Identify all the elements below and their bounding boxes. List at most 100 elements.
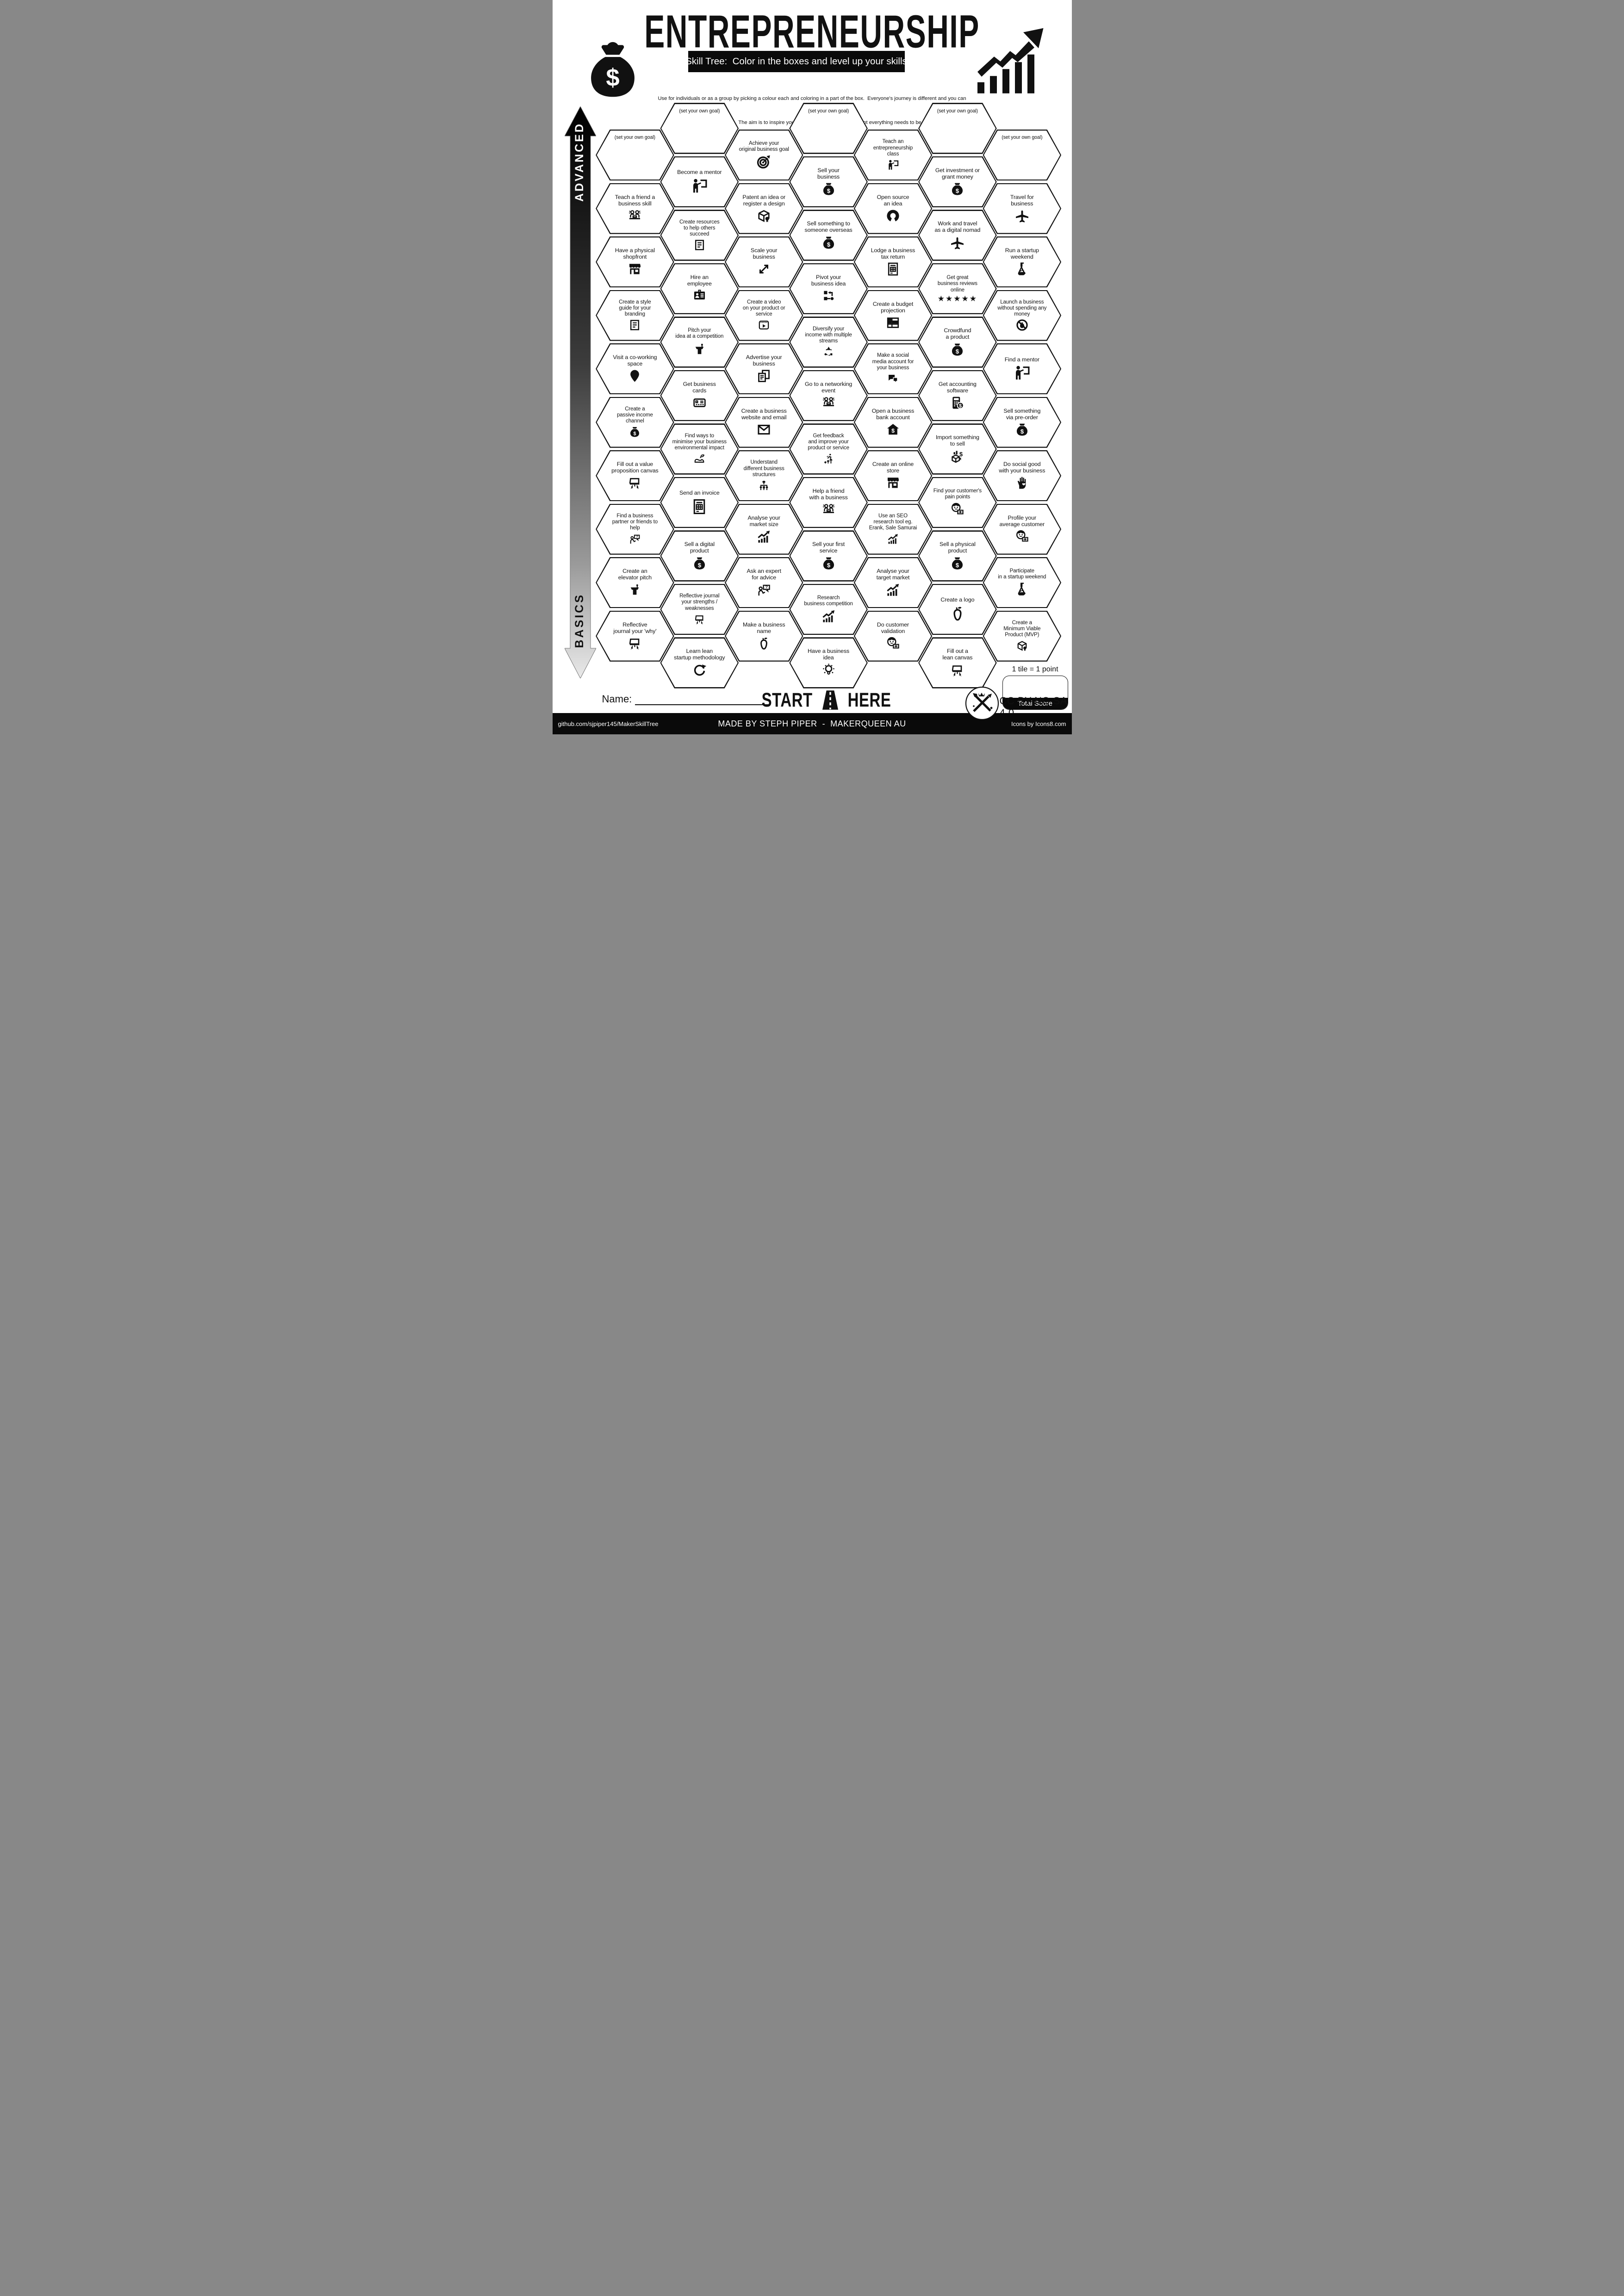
skill-tile[interactable]: Get feedback and improve your product or… [789, 423, 868, 475]
tile-label: Crowdfund a product [944, 327, 971, 341]
skill-tile[interactable]: Visit a co-working space [596, 343, 674, 395]
skill-tile[interactable]: Get investment or grant money $ [918, 156, 997, 208]
skill-tile[interactable]: Create a business website and email [724, 397, 803, 448]
tile-label: Create a video on your product or servic… [742, 299, 785, 317]
skill-tile[interactable]: Sell your business $ [789, 156, 868, 208]
skill-tile[interactable]: Profile your average customer [983, 503, 1062, 555]
skill-tile[interactable]: Fill out a lean canvas [918, 637, 997, 689]
hand-heart-icon [1017, 477, 1026, 489]
skill-tile[interactable]: Lodge a business tax return [853, 236, 933, 288]
total-score-box[interactable]: Total Score [1002, 676, 1068, 710]
skill-tile[interactable]: Become a mentor [660, 156, 739, 208]
skill-tile[interactable]: Create a passive income channel $ [596, 397, 674, 448]
skill-tile[interactable]: Create a Minimum Viable Product (MVP) [983, 610, 1062, 662]
skill-tile[interactable]: Open source an idea [853, 183, 933, 234]
poster: ENTREPRENEURSHIP $ Skill Tree: Color in … [552, 0, 1072, 734]
skill-tile[interactable]: Crowdfund a product $ [918, 316, 997, 368]
skill-tile[interactable]: Find ways to minimise your business envi… [660, 423, 739, 475]
skill-tile[interactable]: Do social good with your business [983, 450, 1062, 502]
skill-tile[interactable]: Achieve your original business goal [724, 130, 803, 181]
skill-tile[interactable]: Help a friend with a business [789, 477, 868, 528]
skill-tile[interactable]: Run a startup weekend [983, 236, 1062, 288]
scale-arrows-icon [759, 265, 769, 274]
tile-label: Make a business name [742, 621, 785, 634]
maker-logo-icon [965, 686, 999, 720]
skill-tile[interactable]: Teach an entrepreneurship class [853, 130, 933, 181]
skill-tile[interactable]: Get great business reviews online ★★★★★ [918, 263, 997, 315]
skill-tile[interactable]: Find your customer's pain points [918, 477, 997, 528]
skill-tile[interactable]: Make a business name [724, 610, 803, 662]
skill-tile[interactable]: Launch a business without spending any m… [983, 290, 1062, 341]
skill-tile[interactable]: Get business cards [660, 370, 739, 422]
podium-icon [631, 584, 639, 595]
tile-label: Hire an employee [687, 273, 712, 287]
skill-tile[interactable]: Find a business partner or friends to he… [596, 503, 674, 555]
skill-tile[interactable]: Get accounting software $ [918, 370, 997, 422]
skill-tile[interactable]: Analyse your market size [724, 503, 803, 555]
skill-tile[interactable]: Scale your business [724, 236, 803, 288]
goal-tile[interactable]: (set your own goal) [983, 130, 1062, 181]
skill-tile[interactable]: Create an online store [853, 450, 933, 502]
name-field[interactable]: Name: [602, 693, 771, 705]
tile-label: Achieve your original business goal [739, 141, 789, 153]
skill-tile[interactable]: Sell your first service $ [789, 530, 868, 582]
footer-bar: github.com/sjpiper145/MakerSkillTree MAD… [552, 713, 1072, 734]
skill-tile[interactable]: Patent an idea or register a design [724, 183, 803, 234]
skill-tile[interactable]: Diversify your income with multiple stre… [789, 316, 868, 368]
start-word: START [761, 689, 813, 711]
skill-tile[interactable]: Create a logo [918, 583, 997, 635]
tile-label: Sell a physical product [940, 541, 976, 554]
skill-tile[interactable]: Pitch your idea at a competition [660, 316, 739, 368]
skill-tile[interactable]: Find a mentor [983, 343, 1062, 395]
skill-tile[interactable]: Have a physical shopfront [596, 236, 674, 288]
skill-tile[interactable]: Create a budget projection [853, 290, 933, 341]
skill-tile[interactable]: Send an invoice [660, 477, 739, 528]
money-bag-icon: $ [823, 183, 834, 195]
goal-tile[interactable]: (set your own goal) [918, 103, 997, 154]
skill-tile[interactable]: Work and travel as a digital nomad [918, 210, 997, 261]
skill-tile[interactable]: Research business competition [789, 583, 868, 635]
skill-tile[interactable]: Make a social media account for your bus… [853, 343, 933, 395]
skill-tile[interactable]: Import something to sell $ [918, 423, 997, 475]
goal-tile[interactable]: (set your own goal) [660, 103, 739, 154]
skill-tile[interactable]: Analyse your target market [853, 557, 933, 608]
tile-label: Create an online store [872, 461, 914, 474]
skill-tile[interactable]: Sell something via pre-order $ [983, 397, 1062, 448]
skill-tile[interactable]: Go to a networking event [789, 370, 868, 422]
skill-tile[interactable]: Hire an employee [660, 263, 739, 315]
improve-arrows-icon [824, 453, 833, 464]
skill-tile[interactable]: Ask an expert for advice? [724, 557, 803, 608]
skill-tile[interactable]: Create a video on your product or servic… [724, 290, 803, 341]
skill-tile[interactable]: Create a style guide for your branding [596, 290, 674, 341]
footer-github-url: github.com/sjpiper145/MakerSkillTree [558, 720, 659, 727]
footer-icons-credit: Icons by Icons8.com [1011, 720, 1066, 727]
skill-tile[interactable]: Travel for business [983, 183, 1062, 234]
skill-tile[interactable]: Sell a physical product $ [918, 530, 997, 582]
skill-tile[interactable]: Advertise your business [724, 343, 803, 395]
skill-tile[interactable]: Reflective journal your 'why' [596, 610, 674, 662]
goal-tile[interactable]: (set your own goal) [789, 103, 868, 154]
skill-tile[interactable]: Do customer validation [853, 610, 933, 662]
svg-text:$: $ [827, 561, 830, 568]
skill-tile[interactable]: Sell something to someone overseas $ [789, 210, 868, 261]
skill-tile[interactable]: Participate in a startup weekend [983, 557, 1062, 608]
skill-tile[interactable]: Fill out a value proposition canvas [596, 450, 674, 502]
skill-tile[interactable]: Teach a friend a business skill [596, 183, 674, 234]
skill-tile[interactable]: Have a business idea [789, 637, 868, 689]
skill-tile[interactable]: Learn lean startup methodology [660, 637, 739, 689]
goal-tile[interactable]: (set your own goal) [596, 130, 674, 181]
skill-tile[interactable]: Pivot your business idea [789, 263, 868, 315]
skill-tile[interactable]: Sell a digital product $ [660, 530, 739, 582]
skill-tile[interactable]: Open a business bank account $ [853, 397, 933, 448]
skill-tile[interactable]: Create resources to help others succeed [660, 210, 739, 261]
skill-tile[interactable]: Create an elevator pitch [596, 557, 674, 608]
diversify-icon [824, 347, 832, 356]
subtitle-text: Skill Tree: Color in the boxes and level… [685, 56, 907, 67]
skill-tile[interactable]: Reflective journal your strengths / weak… [660, 583, 739, 635]
tile-label: Ask an expert for advice [747, 568, 781, 581]
name-input-line[interactable] [635, 695, 771, 705]
skill-tile[interactable]: Use an SEO research tool eg. Erank, Sale… [853, 503, 933, 555]
doc-lines-icon [695, 240, 704, 250]
tile-label: Get accounting software [938, 380, 977, 394]
skill-tile[interactable]: Understand different business structures [724, 450, 803, 502]
